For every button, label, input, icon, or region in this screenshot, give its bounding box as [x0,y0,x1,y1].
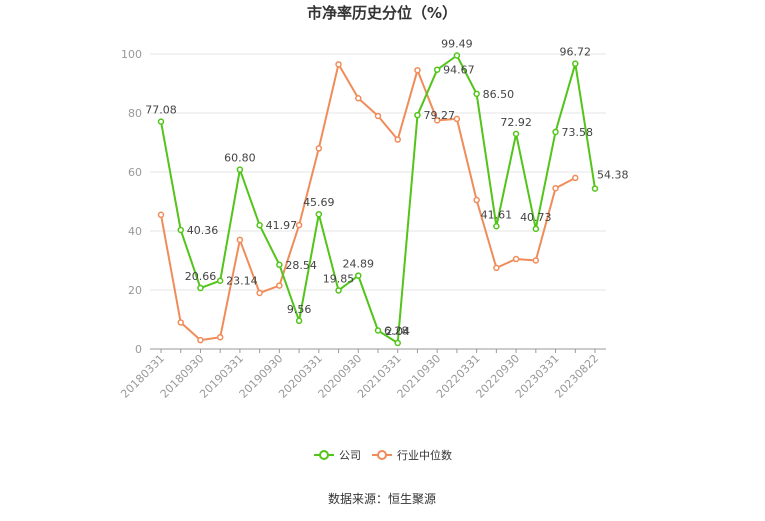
data-point-industry-median [177,319,184,326]
data-point-industry-median [572,174,579,182]
legend-item-company[interactable]: 公司 [314,449,361,462]
data-label: 73.58 [562,126,594,139]
legend-marker-swatch [319,450,329,460]
data-point-company [256,221,263,229]
data-label: 19.85 [323,272,355,285]
data-point-company [433,66,441,73]
series-line-industry-median [160,63,576,342]
data-point-industry-median [394,136,401,143]
data-point-industry-median [295,221,303,229]
data-point-company [572,60,579,67]
y-tick-label: 20 [128,284,142,297]
data-label: 79.27 [423,109,455,122]
data-point-industry-median [197,336,204,344]
y-tick-label: 0 [135,343,142,356]
data-point-company [532,225,540,233]
y-tick-label: 100 [121,48,142,61]
data-point-company [473,90,480,98]
data-point-industry-median [414,66,421,74]
data-point-company [453,52,461,59]
data-point-industry-median [216,333,224,341]
data-point-company [236,166,244,173]
data-point-industry-median [355,95,362,102]
data-label: 41.97 [266,219,298,232]
data-point-industry-median [493,264,500,272]
data-point-industry-median [453,115,461,123]
data-label: 99.49 [441,38,473,51]
data-label: 40.73 [520,211,552,224]
chart-title: 市净率历史分位（%） [307,4,457,22]
data-label: 41.61 [481,208,513,221]
y-tick-label: 60 [128,166,142,179]
data-label: 2.04 [385,325,410,338]
data-label: 77.08 [145,104,177,117]
data-point-industry-median [374,112,382,120]
data-point-industry-median [552,184,559,192]
data-point-industry-median [532,257,540,264]
data-point-company [374,327,382,334]
y-tick-label: 80 [128,107,142,120]
data-point-company [216,277,224,284]
data-point-company [315,210,323,218]
data-label: 96.72 [560,46,592,59]
data-label: 72.92 [500,116,532,129]
legend-label: 行业中位数 [397,448,452,462]
y-tick-label: 40 [128,225,142,238]
data-point-company [591,185,599,192]
data-point-company [355,272,362,279]
data-point-company [177,226,184,234]
data-point-industry-median [276,282,283,289]
data-label: 40.36 [187,224,219,237]
data-point-industry-median [256,289,263,297]
data-point-company [493,223,500,230]
data-label: 9.56 [287,303,312,316]
data-point-industry-median [157,211,165,219]
legend-item-industry-median[interactable]: 行业中位数 [372,448,452,462]
data-point-company [394,339,401,347]
data-point-industry-median [335,61,342,68]
data-point-company [552,128,559,136]
legend-marker-swatch [377,450,387,460]
data-point-company [157,118,165,125]
data-label: 86.50 [483,88,515,101]
data-label: 45.69 [303,196,335,209]
series-group [157,52,599,347]
data-point-industry-median [315,145,323,152]
data-label: 20.66 [185,270,217,283]
data-label: 24.89 [343,258,375,271]
data-labels: 77.08 40.36 20.66 23.14 60.80 41.97 28.54 9.56 4… [145,38,628,338]
data-label: 23.14 [226,275,258,288]
legend[interactable]: 公司 行业中位数 [314,448,452,462]
data-point-company [512,130,520,138]
data-label: 94.67 [443,64,475,77]
series-line-company [160,54,596,344]
source-note: 数据来源：恒生聚源 [328,491,436,506]
data-label: 6.28 [384,324,409,337]
data-point-company [276,261,283,269]
data-label: 28.54 [285,259,317,272]
grid-lines [150,53,606,291]
data-point-company [335,287,342,294]
data-point-industry-median [473,196,480,204]
legend-label: 公司 [339,449,361,462]
data-label: 60.80 [224,152,256,165]
data-point-company [197,284,204,292]
data-point-company [414,111,421,119]
data-point-company [295,317,303,325]
data-point-industry-median [512,255,520,263]
data-point-industry-median [433,117,441,124]
data-label: 54.38 [597,169,629,182]
data-point-industry-median [236,236,244,244]
